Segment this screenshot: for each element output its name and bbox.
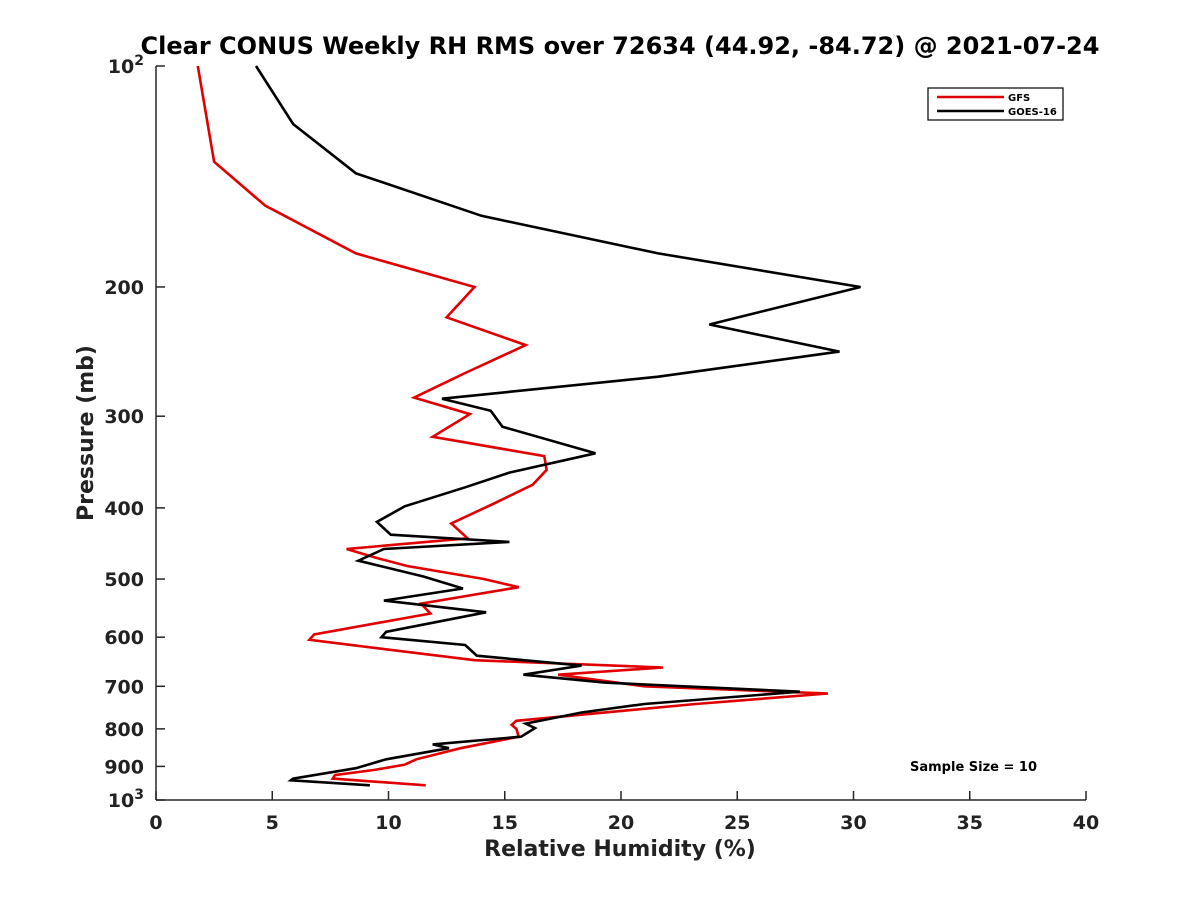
y-tick-label: 900: [104, 756, 144, 778]
chart-title: Clear CONUS Weekly RH RMS over 72634 (44…: [141, 32, 1100, 60]
x-axis-label: Relative Humidity (%): [484, 837, 756, 862]
legend: GFS GOES-16: [927, 87, 1064, 121]
y-axis-label: Pressure (mb): [74, 345, 99, 521]
y-tick-label: 500: [104, 569, 144, 591]
x-tick-label: 0: [149, 812, 162, 834]
x-tick-label: 10: [375, 812, 401, 834]
x-tick-label: 35: [957, 812, 983, 834]
legend-box: [927, 87, 1064, 121]
x-tick-label: 40: [1073, 812, 1099, 834]
y-tick-label: 800: [104, 719, 144, 741]
x-ticks: 0 5 10 15 20 25 30 35 40: [149, 791, 1099, 834]
x-tick-label: 5: [266, 812, 279, 834]
y-tick-label: 102: [108, 53, 144, 78]
y-tick-label: 200: [104, 277, 144, 299]
legend-label-gfs: GFS: [1008, 93, 1030, 104]
legend-label-goes16: GOES-16: [1008, 107, 1057, 118]
y-tick-label: 700: [104, 676, 144, 698]
x-tick-label: 15: [492, 812, 518, 834]
plot-area: 0 5 10 15 20 25 30 35 40 102 200 300 400 500 600 700 80…: [104, 53, 1099, 834]
y-tick-label: 103: [108, 787, 144, 812]
y-tick-label: 300: [104, 406, 144, 428]
y-tick-label: 400: [104, 498, 144, 520]
series-line-gfs: [196, 65, 829, 787]
y-tick-label: 600: [104, 627, 144, 649]
x-tick-label: 25: [724, 812, 750, 834]
series-line-goes16: [254, 65, 861, 787]
y-ticks: 102 200 300 400 500 600 700 800 900 103: [104, 53, 165, 812]
series-lines: [196, 65, 861, 787]
sample-size-annotation: Sample Size = 10: [910, 760, 1037, 775]
x-tick-label: 30: [840, 812, 866, 834]
x-tick-label: 20: [608, 812, 634, 834]
